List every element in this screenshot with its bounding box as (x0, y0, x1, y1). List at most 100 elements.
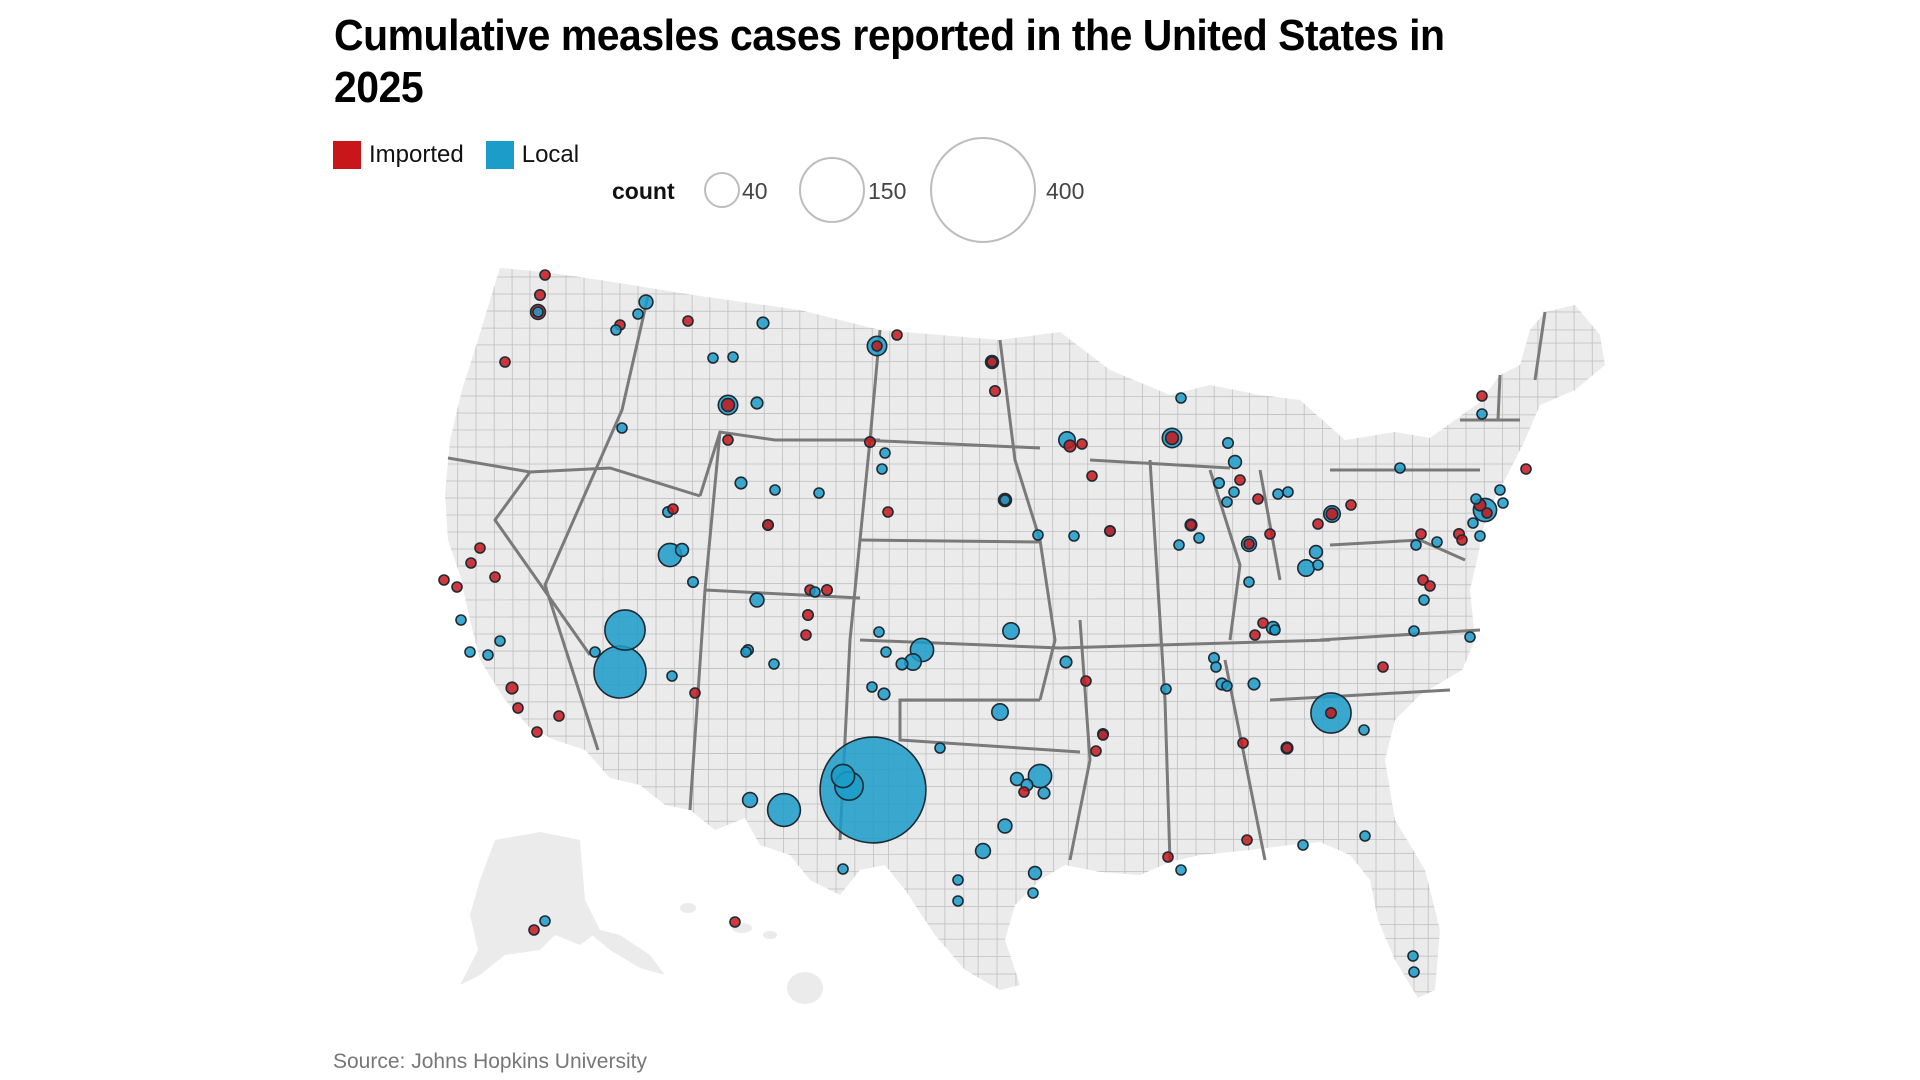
bubble-local[interactable] (727, 351, 739, 363)
legend-item-local[interactable]: Local (485, 141, 579, 169)
bubble-imported[interactable] (1234, 474, 1246, 486)
bubble-local[interactable] (1175, 864, 1187, 876)
bubble-local[interactable] (1193, 532, 1205, 544)
bubble-imported[interactable] (729, 916, 741, 928)
bubble-local[interactable] (1228, 486, 1240, 498)
bubble-local[interactable] (880, 646, 892, 658)
bubble-imported[interactable] (1063, 439, 1077, 453)
bubble-imported[interactable] (682, 315, 694, 327)
bubble-imported[interactable] (1104, 525, 1116, 537)
bubble-imported[interactable] (1281, 742, 1293, 754)
bubble-imported[interactable] (800, 629, 812, 641)
bubble-imported[interactable] (720, 397, 736, 413)
bubble-local[interactable] (819, 736, 927, 844)
bubble-imported[interactable] (1237, 737, 1249, 749)
bubble-local[interactable] (674, 542, 690, 558)
bubble-local[interactable] (1282, 486, 1294, 498)
bubble-local[interactable] (877, 687, 891, 701)
bubble-local[interactable] (750, 396, 764, 410)
bubble-local[interactable] (974, 842, 992, 860)
bubble-imported[interactable] (1424, 580, 1436, 592)
bubble-local[interactable] (952, 895, 964, 907)
bubble-local[interactable] (741, 791, 759, 809)
bubble-local[interactable] (1297, 558, 1316, 577)
bubble-local[interactable] (1476, 408, 1488, 420)
bubble-local[interactable] (589, 646, 601, 658)
bubble-local[interactable] (866, 681, 878, 693)
bubble-local[interactable] (990, 702, 1009, 721)
bubble-local[interactable] (532, 306, 544, 318)
bubble-local[interactable] (707, 352, 719, 364)
bubble-local[interactable] (482, 649, 494, 661)
bubble-local[interactable] (1222, 436, 1235, 449)
bubble-local[interactable] (1059, 655, 1073, 669)
bubble-local[interactable] (494, 635, 506, 647)
bubble-local[interactable] (1037, 786, 1051, 800)
bubble-imported[interactable] (1312, 518, 1324, 530)
bubble-imported[interactable] (533, 288, 546, 301)
bubble-imported[interactable] (882, 506, 894, 518)
bubble-imported[interactable] (988, 384, 1001, 397)
bubble-local[interactable] (1312, 559, 1324, 571)
bubble-imported[interactable] (863, 435, 876, 448)
bubble-imported[interactable] (1080, 675, 1092, 687)
bubble-local[interactable] (1410, 539, 1422, 551)
bubble-local[interactable] (809, 586, 821, 598)
bubble-local[interactable] (1464, 631, 1476, 643)
bubble-imported[interactable] (986, 356, 998, 368)
bubble-imported[interactable] (667, 503, 679, 515)
bubble-local[interactable] (1494, 484, 1506, 496)
bubble-local[interactable] (1068, 530, 1080, 542)
bubble-imported[interactable] (1086, 470, 1098, 482)
bubble-imported[interactable] (1252, 493, 1264, 505)
bubble-imported[interactable] (474, 542, 486, 554)
bubble-local[interactable] (1027, 763, 1053, 789)
bubble-imported[interactable] (1325, 706, 1338, 719)
bubble-local[interactable] (1431, 536, 1443, 548)
bubble-imported[interactable] (528, 924, 540, 936)
bubble-imported[interactable] (1377, 661, 1389, 673)
bubble-imported[interactable] (1185, 519, 1197, 531)
bubble-local[interactable] (1227, 454, 1243, 470)
bubble-local[interactable] (749, 592, 765, 608)
bubble-local[interactable] (756, 316, 770, 330)
bubble-local[interactable] (934, 742, 946, 754)
bubble-local[interactable] (464, 646, 476, 658)
bubble-local[interactable] (768, 658, 780, 670)
bubble-imported[interactable] (1162, 851, 1174, 863)
bubble-imported[interactable] (531, 726, 543, 738)
bubble-imported[interactable] (505, 681, 519, 695)
bubble-local[interactable] (997, 818, 1013, 834)
bubble-imported[interactable] (1090, 745, 1102, 757)
bubble-local[interactable] (593, 645, 647, 699)
bubble-local[interactable] (1221, 680, 1233, 692)
bubble-imported[interactable] (891, 329, 903, 341)
bubble-local[interactable] (1408, 625, 1420, 637)
bubble-local[interactable] (740, 646, 752, 658)
bubble-imported[interactable] (1257, 617, 1269, 629)
bubble-local[interactable] (1269, 624, 1281, 636)
bubble-local[interactable] (638, 294, 654, 310)
bubble-imported[interactable] (820, 583, 833, 596)
bubble-local[interactable] (1418, 594, 1430, 606)
bubble-local[interactable] (769, 484, 781, 496)
bubble-imported[interactable] (722, 434, 734, 446)
bubble-local[interactable] (1210, 661, 1222, 673)
bubble-imported[interactable] (1345, 499, 1357, 511)
bubble-local[interactable] (1009, 771, 1025, 787)
bubble-local[interactable] (830, 763, 856, 789)
bubble-imported[interactable] (438, 574, 450, 586)
bubble-local[interactable] (876, 463, 888, 475)
bubble-local[interactable] (999, 494, 1011, 506)
bubble-imported[interactable] (1481, 507, 1493, 519)
bubble-local[interactable] (837, 863, 849, 875)
bubble-local[interactable] (1247, 677, 1261, 691)
bubble-local[interactable] (1359, 830, 1371, 842)
bubble-imported[interactable] (1415, 528, 1427, 540)
bubble-local[interactable] (1467, 517, 1479, 529)
bubble-local[interactable] (1497, 497, 1509, 509)
bubble-local[interactable] (1407, 950, 1419, 962)
bubble-local[interactable] (616, 422, 628, 434)
bubble-local[interactable] (766, 792, 802, 828)
bubble-local[interactable] (895, 657, 909, 671)
